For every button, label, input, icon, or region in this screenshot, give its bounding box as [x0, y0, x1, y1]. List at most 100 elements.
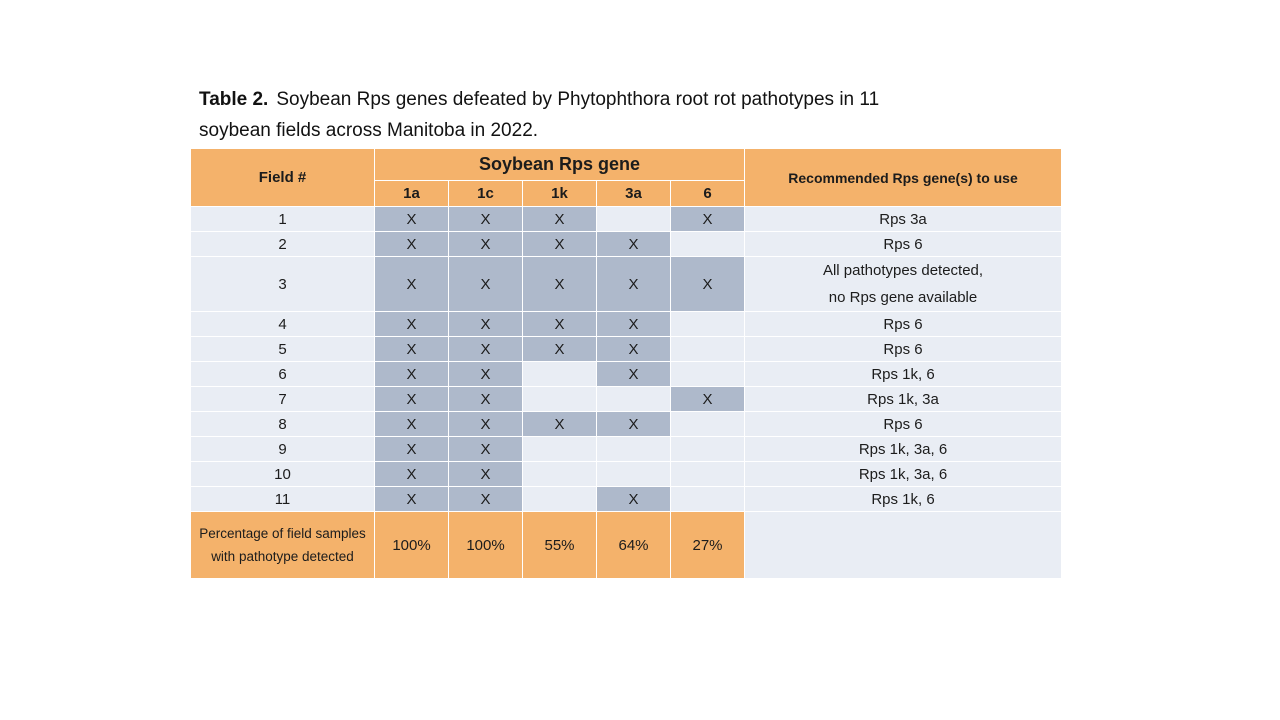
pathotype-empty-cell-6	[669, 411, 746, 437]
table-row: 5 X X X X Rps 6	[190, 336, 1063, 362]
rps-table-container: Field # Soybean Rps gene Recommended Rps…	[190, 148, 1063, 579]
pathotype-mark-cell-1k: X	[522, 231, 597, 257]
pathotype-empty-cell-3a	[596, 436, 671, 462]
percentage-6: 27%	[669, 511, 746, 579]
pathotype-mark-cell-3a: X	[596, 256, 671, 312]
field-number: 9	[190, 436, 375, 462]
percentage-row-empty-cell	[744, 511, 1063, 579]
field-number: 11	[190, 486, 375, 512]
table-header: Field # Soybean Rps gene Recommended Rps…	[190, 148, 1063, 207]
pathotype-mark-cell-1c: X	[448, 461, 523, 487]
pathotype-mark-cell-1a: X	[374, 256, 449, 312]
pathotype-mark-cell-1c: X	[448, 486, 523, 512]
table-row: 9 X X Rps 1k, 3a, 6	[190, 436, 1063, 462]
pathotype-empty-cell-6	[669, 461, 746, 487]
pathotype-mark-cell-6: X	[669, 386, 746, 412]
pathotype-mark-cell-3a: X	[596, 231, 671, 257]
table-body: 1 X X X X Rps 3a 2 X X X X Rps 6 3 X X X X X All pathotype…	[190, 206, 1063, 512]
table-row: 8 X X X X Rps 6	[190, 411, 1063, 437]
pathotype-mark-cell-1a: X	[374, 486, 449, 512]
table-row: 7 X X X Rps 1k, 3a	[190, 386, 1063, 412]
pathotype-mark-cell-6: X	[669, 206, 746, 232]
pathotype-mark-cell-1a: X	[374, 461, 449, 487]
recommended-gene-header: Recommended Rps gene(s) to use	[744, 148, 1063, 207]
field-number: 6	[190, 361, 375, 387]
soybean-rps-gene-header: Soybean Rps gene	[373, 148, 746, 181]
pathotype-empty-cell-6	[669, 361, 746, 387]
field-number: 4	[190, 311, 375, 337]
pathotype-empty-cell-6	[669, 336, 746, 362]
pathotype-mark-cell-1c: X	[448, 361, 523, 387]
pathotype-mark-cell-1c: X	[448, 311, 523, 337]
field-number: 7	[190, 386, 375, 412]
pathotype-mark-cell-1c: X	[448, 336, 523, 362]
pathotype-empty-cell-6	[669, 486, 746, 512]
pathotype-mark-cell-1c: X	[448, 206, 523, 232]
pathotype-empty-cell-1k	[522, 436, 597, 462]
pathotype-mark-cell-1c: X	[448, 386, 523, 412]
pathotype-mark-cell-1a: X	[374, 336, 449, 362]
percentage-1c: 100%	[448, 511, 523, 579]
pathotype-empty-cell-3a	[596, 386, 671, 412]
pathotype-empty-cell-6	[669, 311, 746, 337]
pathotype-mark-cell-3a: X	[596, 311, 671, 337]
table-row: 2 X X X X Rps 6	[190, 231, 1063, 257]
pathotype-empty-cell-1k	[522, 486, 597, 512]
recommended-gene: Rps 6	[744, 336, 1063, 362]
field-number: 2	[190, 231, 375, 257]
pathotype-mark-cell-1a: X	[374, 231, 449, 257]
pathotype-empty-cell-6	[669, 231, 746, 257]
gene-column-3a: 3a	[596, 180, 671, 207]
recommended-gene: Rps 1k, 3a, 6	[744, 461, 1063, 487]
table-row: 6 X X X Rps 1k, 6	[190, 361, 1063, 387]
caption-text-1: Soybean Rps genes defeated by Phytophtho…	[276, 89, 880, 110]
percentage-row: Percentage of field samples with pathoty…	[190, 511, 1063, 579]
caption-line-1: Table 2. Soybean Rps genes defeated by Ph…	[199, 84, 1049, 115]
pathotype-mark-cell-1a: X	[374, 411, 449, 437]
table-row: 11 X X X Rps 1k, 6	[190, 486, 1063, 512]
field-number: 8	[190, 411, 375, 437]
field-number: 1	[190, 206, 375, 232]
gene-column-1k: 1k	[522, 180, 597, 207]
group-header-row: Field # Soybean Rps gene Recommended Rps…	[190, 148, 1063, 207]
recommended-gene: Rps 6	[744, 411, 1063, 437]
field-number: 5	[190, 336, 375, 362]
pathotype-mark-cell-1k: X	[522, 206, 597, 232]
gene-column-1c: 1c	[448, 180, 523, 207]
pathotype-mark-cell-3a: X	[596, 336, 671, 362]
table-caption: Table 2. Soybean Rps genes defeated by Ph…	[199, 84, 1049, 146]
pathotype-empty-cell-3a	[596, 461, 671, 487]
recommended-gene: Rps 6	[744, 311, 1063, 337]
pathotype-mark-cell-1k: X	[522, 411, 597, 437]
pathotype-mark-cell-1k: X	[522, 256, 597, 312]
gene-column-6: 6	[669, 180, 746, 207]
percentage-row-label: Percentage of field samples with pathoty…	[190, 511, 375, 579]
pathotype-mark-cell-1a: X	[374, 361, 449, 387]
caption-line-2: soybean fields across Manitoba in 2022.	[199, 120, 539, 141]
pathotype-empty-cell-3a	[596, 206, 671, 232]
recommended-gene: Rps 1k, 3a	[744, 386, 1063, 412]
rps-gene-table: Field # Soybean Rps gene Recommended Rps…	[190, 148, 1063, 579]
pathotype-mark-cell-1a: X	[374, 386, 449, 412]
pathotype-empty-cell-6	[669, 436, 746, 462]
pathotype-mark-cell-1a: X	[374, 206, 449, 232]
recommended-gene: Rps 6	[744, 231, 1063, 257]
table-row: 4 X X X X Rps 6	[190, 311, 1063, 337]
pathotype-mark-cell-1c: X	[448, 436, 523, 462]
gene-columns-row: 1a 1c 1k 3a 6	[191, 180, 1062, 207]
pathotype-mark-cell-6: X	[669, 256, 746, 312]
pathotype-empty-cell-1k	[522, 461, 597, 487]
recommended-gene: Rps 1k, 6	[744, 361, 1063, 387]
table-row: 3 X X X X X All pathotypes detected, no Rps gen…	[190, 256, 1063, 312]
pathotype-mark-cell-3a: X	[596, 486, 671, 512]
pathotype-mark-cell-1k: X	[522, 311, 597, 337]
pathotype-empty-cell-1k	[522, 386, 597, 412]
percentage-3a: 64%	[596, 511, 671, 579]
field-number-header: Field #	[190, 148, 375, 207]
pathotype-mark-cell-1a: X	[374, 311, 449, 337]
pathotype-mark-cell-1c: X	[448, 256, 523, 312]
field-number: 10	[190, 461, 375, 487]
pathotype-mark-cell-3a: X	[596, 361, 671, 387]
pathotype-empty-cell-1k	[522, 361, 597, 387]
pathotype-mark-cell-1k: X	[522, 336, 597, 362]
